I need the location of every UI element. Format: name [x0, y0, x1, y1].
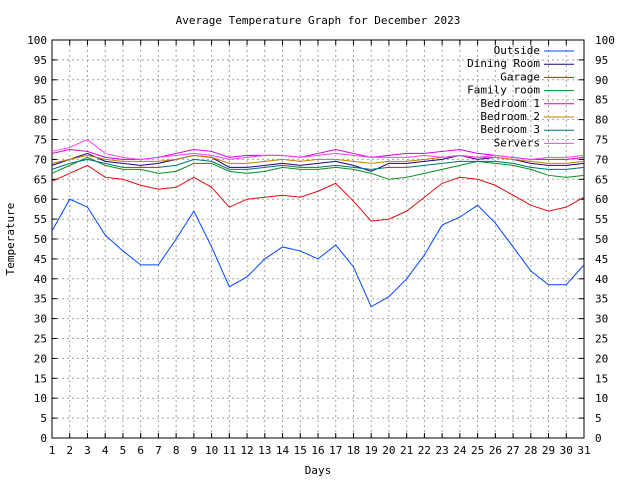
series-line-servers — [51, 138, 585, 160]
x-tick-label: 31 — [577, 444, 590, 457]
y-tick-label-right: 20 — [595, 352, 608, 365]
legend-label-garage: Garage — [500, 70, 540, 83]
x-tick-label: 21 — [400, 444, 413, 457]
y-tick-label-right: 70 — [595, 153, 608, 166]
x-tick-label: 15 — [294, 444, 307, 457]
y-tick-label-left: 55 — [34, 213, 47, 226]
legend-label-family-room: Family room — [467, 84, 540, 97]
x-tick-label: 13 — [258, 444, 271, 457]
y-tick-label-left: 80 — [34, 114, 47, 127]
y-tick-label-right: 55 — [595, 213, 608, 226]
y-tick-label-right: 0 — [595, 432, 602, 445]
legend-label-bedroom-1: Bedroom 1 — [480, 97, 540, 110]
y-tick-label-left: 25 — [34, 333, 47, 346]
x-tick-label: 14 — [276, 444, 290, 457]
x-tick-label: 16 — [311, 444, 324, 457]
x-tick-label: 24 — [453, 444, 467, 457]
series-line-bedroom-2 — [51, 154, 585, 164]
y-tick-label-left: 35 — [34, 293, 47, 306]
x-axis-label: Days — [305, 464, 332, 477]
y-tick-label-left: 45 — [34, 253, 47, 266]
y-tick-label-left: 5 — [40, 412, 47, 425]
y-tick-label-left: 20 — [34, 352, 47, 365]
y-tick-label-right: 30 — [595, 313, 608, 326]
y-tick-label-left: 50 — [34, 233, 47, 246]
y-tick-label-left: 65 — [34, 173, 47, 186]
y-tick-label-left: 95 — [34, 54, 47, 67]
y-tick-label-right: 10 — [595, 392, 608, 405]
legend-label-bedroom-2: Bedroom 2 — [480, 110, 540, 123]
y-tick-label-left: 10 — [34, 392, 47, 405]
series-line-garage — [51, 164, 585, 222]
x-tick-label: 20 — [382, 444, 395, 457]
x-tick-label: 19 — [365, 444, 378, 457]
x-tick-label: 27 — [506, 444, 519, 457]
x-tick-label: 8 — [173, 444, 180, 457]
legend-label-servers: Servers — [494, 136, 540, 149]
grid — [52, 40, 584, 438]
x-tick-label: 1 — [49, 444, 56, 457]
x-tick-label: 25 — [471, 444, 484, 457]
y-tick-label-right: 100 — [595, 34, 615, 47]
y-tick-label-left: 70 — [34, 153, 47, 166]
x-tick-label: 9 — [191, 444, 198, 457]
y-tick-label-right: 5 — [595, 412, 602, 425]
y-tick-label-right: 50 — [595, 233, 608, 246]
x-tick-label: 23 — [436, 444, 449, 457]
x-tick-label: 17 — [329, 444, 342, 457]
y-tick-label-right: 65 — [595, 173, 608, 186]
y-tick-label-right: 60 — [595, 193, 608, 206]
x-tick-label: 5 — [120, 444, 127, 457]
x-tick-label: 2 — [66, 444, 73, 457]
series-line-family-room — [51, 156, 585, 180]
x-tick-label: 4 — [102, 444, 109, 457]
y-tick-label-right: 95 — [595, 54, 608, 67]
y-tick-label-left: 85 — [34, 94, 47, 107]
y-tick-label-left: 60 — [34, 193, 47, 206]
y-tick-label-left: 30 — [34, 313, 47, 326]
series-line-bedroom-3 — [51, 158, 585, 170]
y-tick-label-right: 15 — [595, 372, 608, 385]
y-tick-label-right: 25 — [595, 333, 608, 346]
y-axis-label: Temperature — [4, 203, 17, 276]
y-tick-label-left: 15 — [34, 372, 47, 385]
y-tick-label-left: 40 — [34, 273, 47, 286]
x-tick-label: 3 — [84, 444, 91, 457]
y-tick-label-right: 45 — [595, 253, 608, 266]
x-tick-label: 12 — [240, 444, 253, 457]
x-tick-label: 28 — [524, 444, 537, 457]
x-tick-label: 30 — [560, 444, 573, 457]
x-tick-label: 11 — [223, 444, 236, 457]
y-tick-label-right: 40 — [595, 273, 608, 286]
legend-label-dining-room: Dining Room — [467, 57, 540, 70]
legend-label-bedroom-3: Bedroom 3 — [480, 123, 540, 136]
y-tick-label-right: 85 — [595, 94, 608, 107]
x-tick-label: 6 — [137, 444, 144, 457]
y-tick-label-right: 35 — [595, 293, 608, 306]
y-tick-label-left: 75 — [34, 134, 47, 147]
y-tick-label-left: 90 — [34, 74, 47, 87]
legend-label-outside: Outside — [494, 44, 540, 57]
series-line-outside — [51, 198, 585, 308]
x-tick-label: 18 — [347, 444, 360, 457]
x-tick-label: 29 — [542, 444, 555, 457]
y-tick-label-right: 75 — [595, 134, 608, 147]
y-tick-label-right: 80 — [595, 114, 608, 127]
y-tick-label-right: 90 — [595, 74, 608, 87]
chart-title: Average Temperature Graph for December 2… — [176, 14, 461, 27]
x-tick-label: 22 — [418, 444, 431, 457]
x-tick-label: 26 — [489, 444, 502, 457]
series-lines — [51, 138, 585, 308]
y-tick-label-left: 100 — [27, 34, 47, 47]
y-tick-label-left: 0 — [40, 432, 47, 445]
x-tick-label: 10 — [205, 444, 218, 457]
x-tick-label: 7 — [155, 444, 162, 457]
